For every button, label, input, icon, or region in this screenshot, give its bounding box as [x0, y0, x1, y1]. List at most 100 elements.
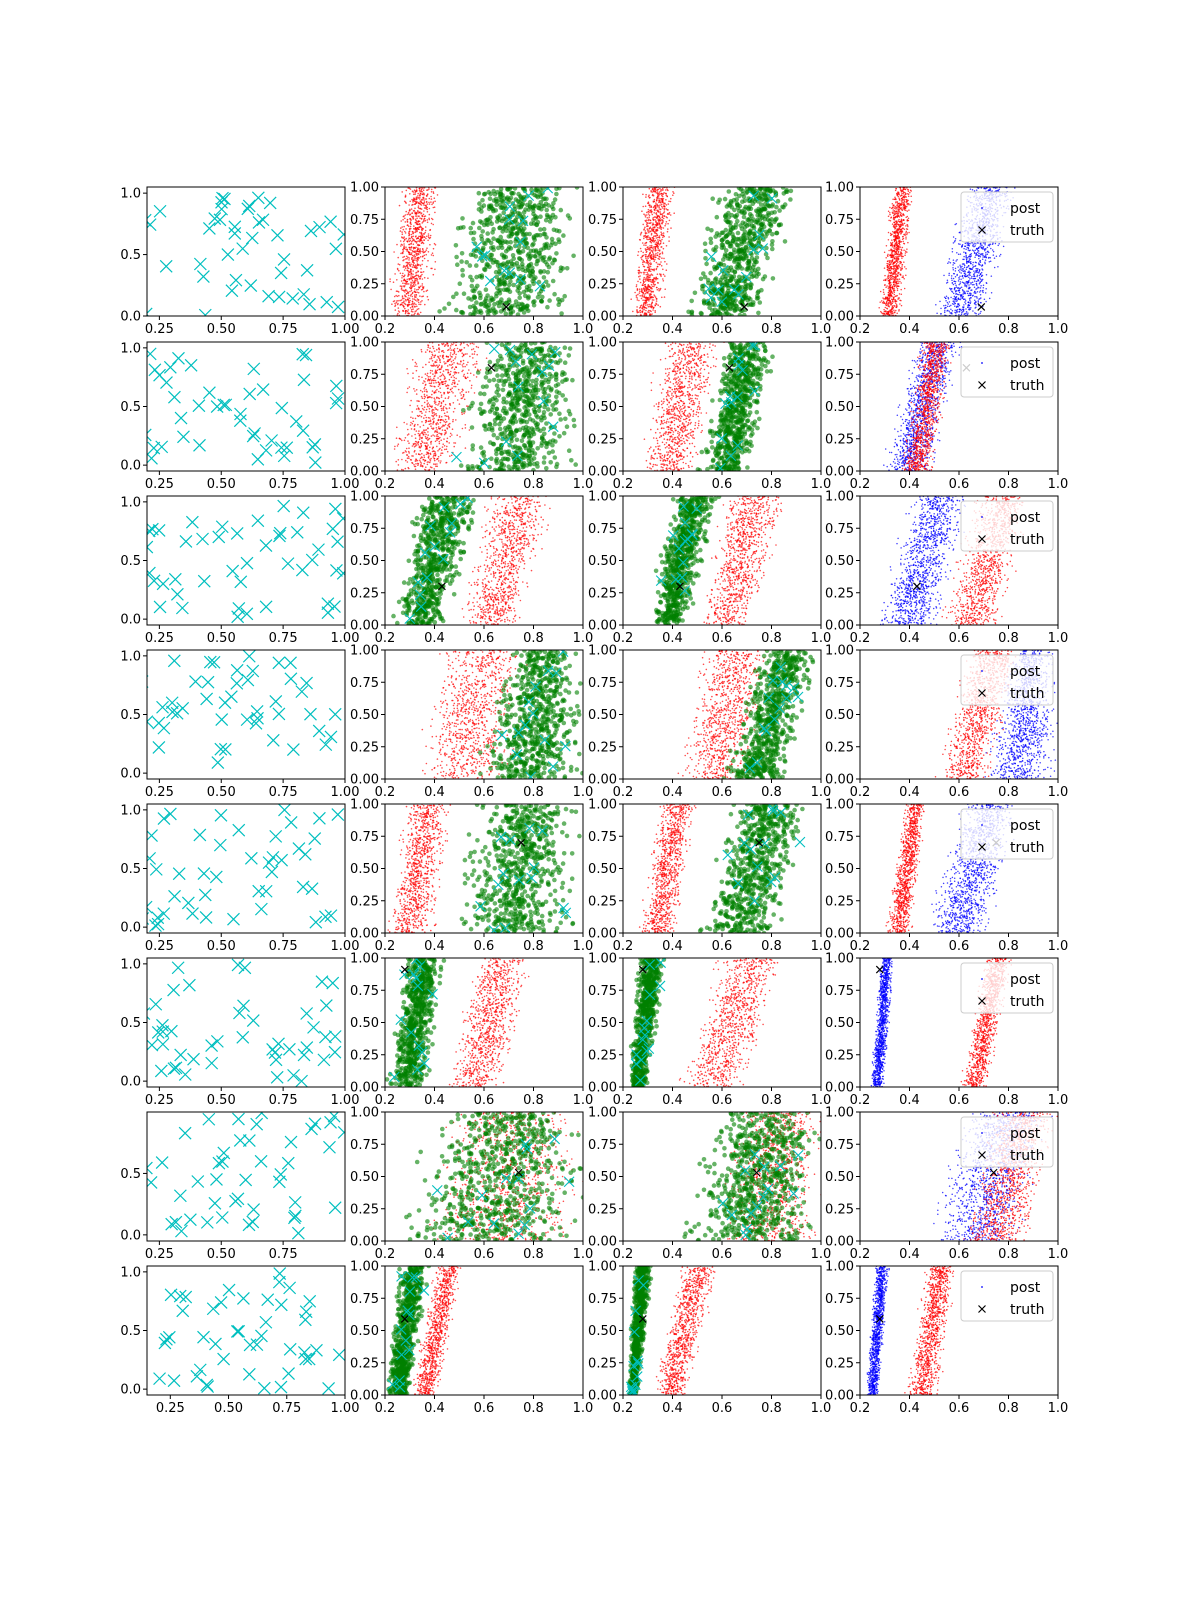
green-cloud-point [525, 245, 530, 251]
blue-cloud-point [948, 261, 950, 263]
red-cloud-point [408, 230, 411, 233]
red-cloud-point [658, 243, 660, 246]
red-cloud-point [430, 222, 433, 225]
green-cloud-point [739, 299, 745, 305]
blue-cloud-point [993, 257, 996, 259]
red-cloud-point [879, 290, 882, 293]
sample-marker [221, 248, 235, 262]
green-cloud-point [505, 187, 511, 192]
red-cloud-point [403, 300, 405, 303]
green-cloud-point [748, 239, 753, 245]
blue-cloud-point [964, 245, 966, 247]
red-cloud-point [421, 250, 423, 253]
green-cloud-point [547, 219, 553, 224]
green-cloud-point [485, 262, 491, 268]
red-cloud-point [641, 294, 644, 296]
blue-cloud-point [950, 275, 953, 277]
red-cloud-point [413, 275, 416, 278]
red-cloud-point [636, 311, 639, 314]
blue-cloud-point [969, 301, 972, 303]
red-cloud-point [901, 199, 904, 201]
red-cloud-point [646, 211, 648, 214]
green-cloud-point [486, 189, 492, 195]
green-cloud-point [505, 195, 510, 200]
blue-cloud-point [979, 281, 981, 283]
blue-cloud-point [975, 253, 977, 255]
red-cloud-point [648, 187, 651, 190]
red-cloud-point [411, 215, 413, 218]
red-cloud-point [424, 198, 426, 200]
red-cloud-point [651, 246, 653, 248]
green-cloud-point [545, 269, 551, 275]
green-cloud-point [506, 234, 512, 239]
red-cloud-point [906, 251, 908, 253]
sample-marker [241, 202, 255, 216]
red-cloud-point [408, 228, 411, 231]
axes-frame [146, 186, 346, 317]
x-tick-label: 0.8 [761, 322, 782, 337]
red-cloud-point [414, 299, 417, 302]
red-cloud-point [637, 280, 639, 283]
red-cloud-point [404, 194, 407, 197]
green-cloud-point [543, 245, 548, 250]
red-cloud-point [646, 225, 649, 227]
green-cloud-point [743, 295, 749, 301]
sample-marker [251, 191, 265, 205]
blue-cloud-point [970, 306, 972, 309]
blue-cloud-point [976, 275, 978, 278]
red-cloud-point [662, 242, 665, 244]
blue-cloud-point [950, 287, 952, 290]
red-cloud-point [405, 248, 407, 251]
blue-cloud-point [962, 281, 965, 284]
green-cloud-point [468, 225, 474, 231]
blue-cloud-point [953, 287, 956, 290]
red-cloud-point [642, 279, 645, 282]
red-cloud-point [647, 235, 649, 237]
green-cloud-point [732, 255, 738, 261]
overlay-marker [705, 251, 717, 263]
blue-cloud-point [969, 188, 972, 190]
sample-marker [216, 191, 229, 205]
green-cloud-point [735, 287, 741, 293]
y-tick-label: 0.50 [350, 245, 379, 260]
sample-marker [208, 212, 222, 225]
red-cloud-point [634, 291, 636, 294]
red-cloud-point [641, 258, 643, 261]
red-cloud-point [659, 263, 661, 266]
red-cloud-point [658, 193, 661, 195]
red-cloud-point [404, 312, 407, 315]
green-cloud-point [728, 243, 734, 249]
red-cloud-point [404, 265, 406, 268]
red-cloud-point [419, 252, 422, 254]
red-cloud-point [905, 209, 907, 212]
red-cloud-point [663, 209, 666, 211]
red-cloud-point [407, 187, 410, 189]
red-cloud-point [655, 232, 658, 235]
red-cloud-point [650, 273, 653, 276]
blue-cloud-point [978, 272, 980, 274]
green-cloud-point [485, 313, 491, 316]
red-cloud-point [645, 288, 647, 290]
red-cloud-point [404, 310, 407, 313]
blue-cloud-point [981, 246, 983, 248]
blue-cloud-point [973, 272, 976, 274]
green-cloud-point [528, 288, 534, 294]
blue-cloud-point [971, 289, 973, 291]
green-cloud-point [497, 194, 503, 200]
red-cloud-point [665, 204, 668, 206]
blue-cloud-point [988, 260, 991, 263]
green-cloud-point [746, 198, 752, 204]
red-cloud-point [406, 219, 409, 221]
red-cloud-point [421, 255, 424, 258]
red-cloud-point [636, 297, 639, 299]
overlay-marker [748, 244, 759, 256]
green-cloud-point [757, 187, 763, 191]
sample-marker [215, 195, 228, 209]
red-cloud-point [423, 201, 426, 204]
red-cloud-point [658, 236, 660, 239]
blue-cloud-point [948, 258, 951, 260]
red-cloud-point [401, 191, 404, 193]
sample-marker [147, 307, 153, 316]
blue-cloud-point [949, 287, 951, 290]
blue-cloud-point [984, 255, 987, 257]
